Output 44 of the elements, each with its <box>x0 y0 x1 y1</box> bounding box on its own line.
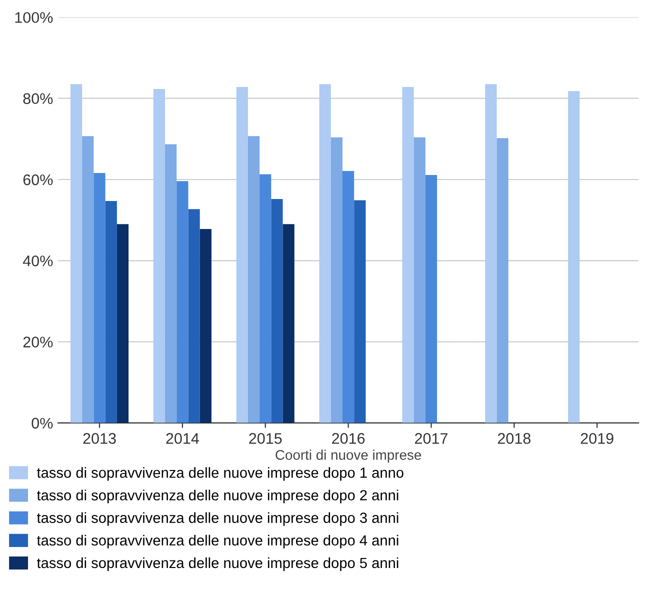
x-tick-label: 2017 <box>415 433 448 444</box>
bar <box>354 200 366 423</box>
bar <box>153 89 166 423</box>
bar <box>425 175 438 423</box>
bar <box>70 84 82 423</box>
x-tick-label: 2016 <box>332 433 365 444</box>
bar <box>94 173 106 423</box>
legend-label: tasso di sopravvivenza delle nuove imprese dopo 5 anni <box>36 557 398 571</box>
legend-label: tasso di sopravvivenza delle nuove imprese dopo 2 anni <box>36 490 398 504</box>
bar <box>82 136 94 423</box>
bar <box>402 87 414 423</box>
x-axis-title: Coorti di nuove imprese <box>276 450 422 463</box>
bar <box>176 181 188 423</box>
legend-label: tasso di sopravvivenza delle nuove imprese dopo 4 anni <box>36 534 398 548</box>
bar <box>271 198 283 423</box>
x-tick-label: 2019 <box>580 433 614 444</box>
bar <box>105 201 117 423</box>
bar <box>260 174 272 423</box>
bar <box>485 84 497 423</box>
y-tick-label: 60% <box>23 174 53 186</box>
y-tick-label: 80% <box>23 93 53 104</box>
y-tick-label: 0% <box>32 418 53 429</box>
bar <box>282 224 294 423</box>
x-tick-label: 2018 <box>498 433 530 444</box>
bar <box>236 87 248 423</box>
bar <box>188 209 200 423</box>
bar <box>116 224 129 423</box>
legend-label: tasso di sopravvivenza delle nuove imprese dopo 1 anno <box>36 467 404 481</box>
bar <box>248 136 260 423</box>
x-tick-label: 2013 <box>83 433 116 444</box>
bar <box>200 229 212 423</box>
bar <box>165 144 177 423</box>
bar <box>496 138 508 423</box>
legend-label: tasso di sopravvivenza delle nuove imprese dopo 3 anni <box>36 512 398 526</box>
bar <box>330 137 342 423</box>
bar <box>319 84 331 423</box>
x-tick-label: 2015 <box>249 433 282 444</box>
bar <box>342 170 354 423</box>
y-tick-label: 20% <box>23 336 53 348</box>
y-tick-label: 100% <box>15 12 53 23</box>
y-tick-label: 40% <box>22 256 53 266</box>
bar <box>568 91 580 423</box>
x-tick-label: 2014 <box>166 433 199 444</box>
bar <box>414 137 426 423</box>
